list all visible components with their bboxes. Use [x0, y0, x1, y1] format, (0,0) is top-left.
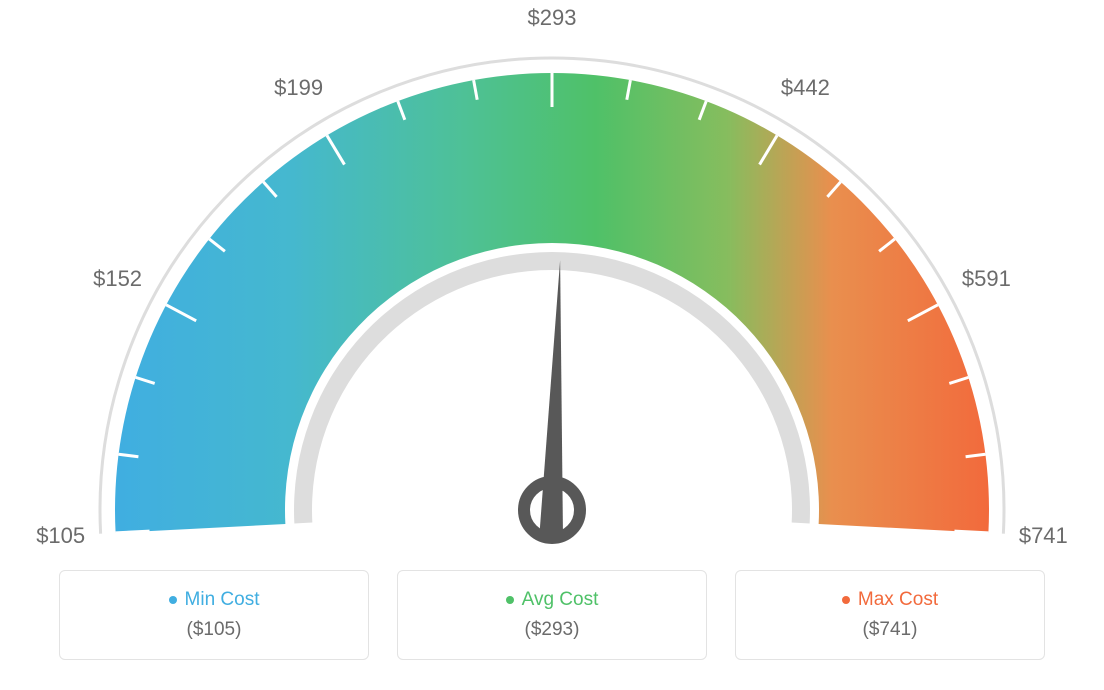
legend-title-max: Max Cost [842, 589, 938, 611]
legend-card-min: Min Cost ($105) [59, 570, 369, 660]
gauge-chart: $105 $152 $199 $293 $442 $591 $741 [0, 0, 1104, 560]
legend-label: Avg Cost [522, 589, 599, 611]
legend-value-max: ($741) [863, 619, 918, 641]
gauge-svg [0, 0, 1104, 560]
legend-label: Max Cost [858, 589, 938, 611]
dot-icon [842, 596, 850, 604]
legend-label: Min Cost [185, 589, 260, 611]
gauge-tick-label: $591 [962, 266, 1011, 292]
gauge-tick-label: $293 [528, 5, 577, 31]
legend-card-max: Max Cost ($741) [735, 570, 1045, 660]
legend-title-min: Min Cost [169, 589, 260, 611]
legend-value-avg: ($293) [525, 619, 580, 641]
gauge-tick-label: $741 [1019, 523, 1068, 549]
gauge-tick-label: $442 [781, 75, 830, 101]
legend-title-avg: Avg Cost [506, 589, 599, 611]
dot-icon [506, 596, 514, 604]
gauge-tick-label: $199 [274, 75, 323, 101]
legend-value-min: ($105) [187, 619, 242, 641]
dot-icon [169, 596, 177, 604]
legend-card-avg: Avg Cost ($293) [397, 570, 707, 660]
legend-row: Min Cost ($105) Avg Cost ($293) Max Cost… [59, 570, 1045, 660]
gauge-tick-label: $152 [93, 266, 142, 292]
gauge-tick-label: $105 [36, 523, 85, 549]
